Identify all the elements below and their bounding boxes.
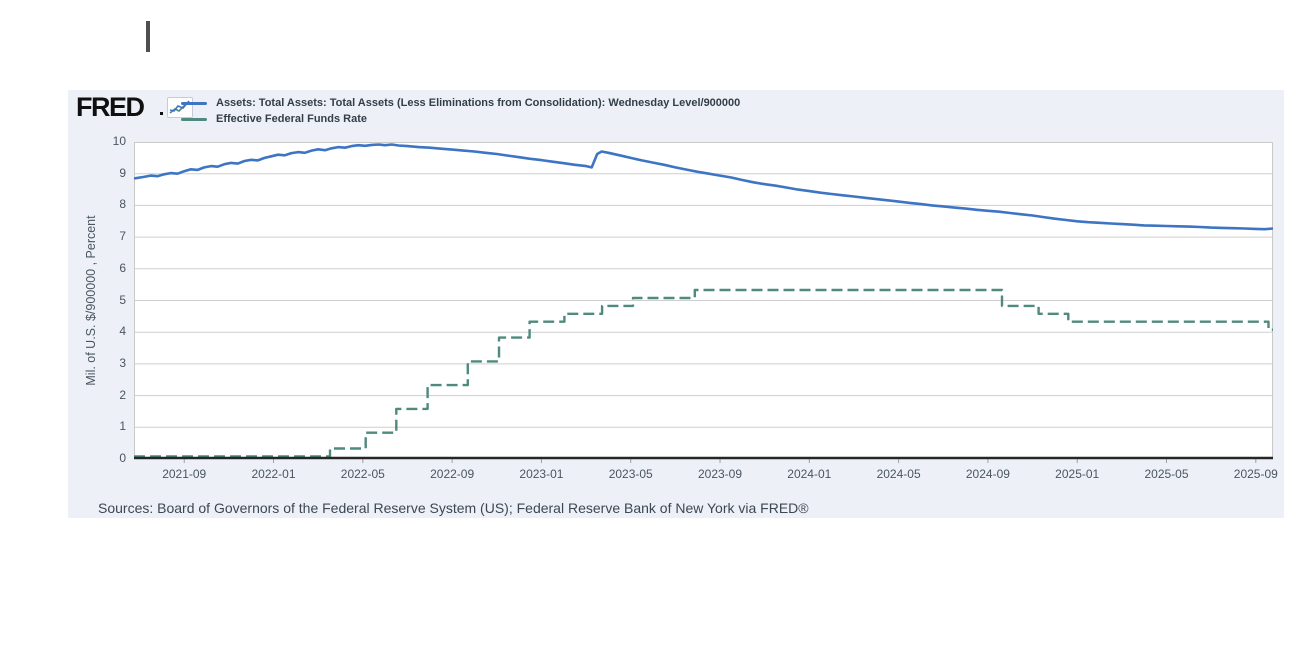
legend-swatch [181, 101, 207, 105]
y-tick-3: 3 [119, 355, 126, 370]
x-tick-2023-09: 2023-09 [697, 467, 743, 481]
y-tick-10: 10 [112, 134, 126, 148]
x-tick-2021-09: 2021-09 [162, 467, 207, 481]
x-tick-2023-05: 2023-05 [608, 467, 653, 481]
legend-swatch [181, 117, 207, 121]
legend-item-1: Effective Federal Funds Rate [181, 111, 740, 127]
fred-chart-card: FRED Assets: Total Assets: Total Assets … [68, 90, 1284, 518]
y-tick-9: 9 [119, 165, 126, 180]
legend-label: Effective Federal Funds Rate [216, 113, 367, 125]
x-tick-2023-01: 2023-01 [519, 467, 564, 481]
fred-logo-registered-dot [160, 112, 163, 115]
chart-legend: Assets: Total Assets: Total Assets (Less… [181, 95, 740, 127]
legend-label: Assets: Total Assets: Total Assets (Less… [216, 97, 741, 109]
fred-logo: FRED [76, 92, 145, 122]
x-tick-2022-09: 2022-09 [430, 467, 475, 481]
plot-area[interactable] [134, 142, 1273, 466]
sources-note: Sources: Board of Governors of the Feder… [98, 500, 809, 516]
x-tick-2022-01: 2022-01 [251, 467, 296, 481]
y-tick-4: 4 [119, 324, 126, 339]
y-tick-0: 0 [119, 451, 126, 465]
legend-item-0: Assets: Total Assets: Total Assets (Less… [181, 95, 740, 111]
y-tick-8: 8 [119, 197, 126, 212]
y-tick-6: 6 [119, 260, 126, 275]
y-tick-2: 2 [119, 387, 126, 402]
x-tick-2024-09: 2024-09 [965, 467, 1010, 481]
x-tick-2025-05: 2025-05 [1144, 467, 1189, 481]
text-cursor[interactable] [146, 21, 150, 52]
effr-line[interactable] [134, 288, 1273, 458]
x-tick-2025-09: 2025-09 [1233, 467, 1278, 481]
x-tick-2025-01: 2025-01 [1055, 467, 1100, 481]
y-tick-5: 5 [119, 292, 126, 307]
x-tick-2024-01: 2024-01 [787, 467, 832, 481]
x-tick-2024-05: 2024-05 [876, 467, 921, 481]
assets-line[interactable] [134, 143, 1273, 231]
y-tick-1: 1 [119, 419, 126, 434]
x-tick-2022-05: 2022-05 [340, 467, 385, 481]
y-tick-7: 7 [119, 229, 126, 244]
